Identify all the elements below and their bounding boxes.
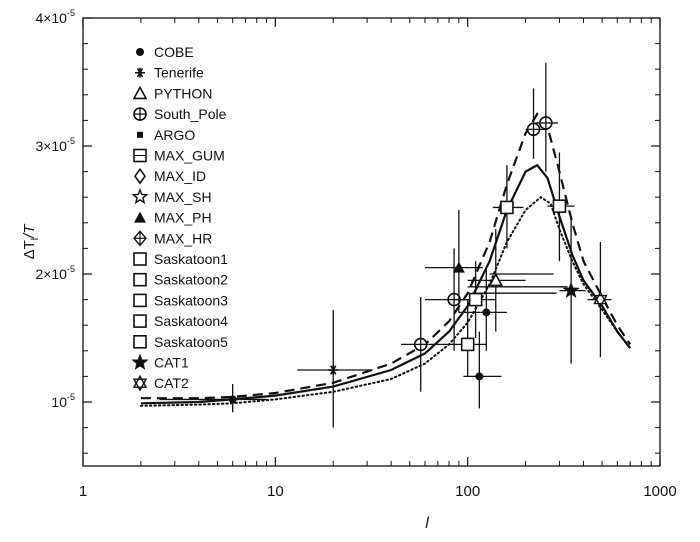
legend-item: Saskatoon1 — [133, 251, 228, 267]
data-point — [452, 261, 465, 273]
x-axis-label: l — [425, 515, 429, 532]
legend-label: MAX_ID — [154, 168, 206, 184]
y-axis-label: ΔTl/T — [21, 223, 41, 260]
legend-item: MAX_HR — [133, 230, 212, 247]
y-axis-label-sub: l — [30, 238, 41, 240]
legend: COBE Tenerife PYTHON South_Pole ARGO MAX_GUM M… — [131, 44, 228, 392]
legend-item: COBE — [136, 44, 194, 60]
legend-label: Tenerife — [154, 65, 204, 81]
legend-marker — [133, 272, 147, 287]
x-tick-label: 10 — [267, 483, 284, 500]
svg-text:ΔTl/T: ΔTl/T — [21, 223, 41, 260]
legend-marker — [134, 211, 146, 223]
plot-frame — [82, 17, 661, 467]
legend-label: South_Pole — [154, 106, 227, 122]
legend-marker — [131, 353, 149, 370]
legend-label: PYTHON — [154, 85, 212, 101]
data-point — [552, 199, 567, 213]
legend-marker — [134, 167, 146, 185]
data-point — [468, 292, 483, 307]
data-point — [482, 308, 491, 317]
data-layer — [159, 62, 612, 428]
series-line-model-dashed — [140, 112, 632, 400]
axes-layer: 1 10 100 1000 10-5 2×10-5 3×10-5 4×10-5 — [35, 8, 676, 500]
legend-marker — [133, 148, 147, 163]
legend-item: MAX_SH — [131, 187, 212, 205]
legend-item: ARGO — [137, 127, 195, 143]
legend-marker — [132, 374, 148, 392]
legend-item: Saskatoon5 — [133, 334, 228, 350]
data-point — [328, 365, 339, 375]
legend-item: South_Pole — [133, 106, 227, 122]
y-axis-label-tail: /T — [21, 223, 38, 239]
legend-label: MAX_SH — [154, 189, 212, 205]
data-point — [539, 116, 553, 130]
legend-label: MAX_PH — [154, 210, 212, 226]
legend-marker — [136, 48, 144, 56]
data-point — [562, 281, 580, 298]
data-point — [526, 122, 541, 137]
legend-item: PYTHON — [132, 85, 212, 101]
legend-marker — [133, 314, 147, 328]
y-tick-label: 2×10-5 — [35, 264, 75, 282]
data-point — [413, 337, 428, 352]
legend-label: CAT1 — [154, 355, 189, 371]
series-line-model-solid — [140, 163, 632, 405]
y-tick-label: 4×10-5 — [35, 8, 75, 26]
legend-label: Saskatoon3 — [154, 292, 228, 308]
data-point — [593, 291, 608, 309]
legend-item: CAT1 — [131, 353, 189, 371]
legend-marker — [133, 293, 147, 308]
legend-item: MAX_GUM — [133, 148, 225, 164]
legend-marker — [131, 187, 149, 205]
legend-item: MAX_PH — [134, 210, 212, 226]
legend-label: CAT2 — [154, 375, 189, 391]
legend-label: COBE — [154, 44, 194, 60]
legend-item: CAT2 — [132, 374, 189, 392]
x-tick-label: 1000 — [643, 483, 676, 500]
legend-item: Tenerife — [135, 65, 204, 81]
data-point — [488, 272, 504, 287]
y-axis-label-main: ΔT — [21, 240, 38, 259]
legend-item: Saskatoon4 — [133, 313, 228, 329]
x-tick-label: 100 — [455, 483, 480, 500]
legend-label: Saskatoon5 — [154, 334, 228, 350]
legend-marker — [135, 67, 145, 78]
curves-layer — [139, 112, 632, 407]
legend-label: ARGO — [154, 127, 195, 143]
legend-marker — [133, 252, 147, 266]
data-point — [460, 337, 475, 352]
legend-label: MAX_HR — [154, 230, 212, 246]
legend-label: MAX_GUM — [154, 148, 225, 164]
legend-label: Saskatoon2 — [154, 272, 228, 288]
legend-marker — [137, 131, 143, 138]
y-tick-label: 10-5 — [51, 392, 75, 410]
legend-item: Saskatoon2 — [133, 272, 228, 288]
legend-item: MAX_ID — [134, 167, 206, 185]
legend-marker — [133, 107, 147, 121]
legend-label: Saskatoon1 — [154, 251, 228, 267]
legend-label: Saskatoon4 — [154, 313, 228, 329]
legend-item: Saskatoon3 — [133, 292, 228, 308]
legend-marker — [133, 230, 147, 247]
series-line-model-dotted — [139, 195, 632, 407]
legend-marker — [132, 85, 148, 100]
y-tick-label: 3×10-5 — [35, 136, 75, 154]
data-point — [500, 200, 514, 215]
legend-marker — [133, 334, 147, 349]
x-tick-label: 1 — [79, 483, 87, 500]
data-point — [475, 372, 484, 381]
data-point — [228, 395, 237, 404]
